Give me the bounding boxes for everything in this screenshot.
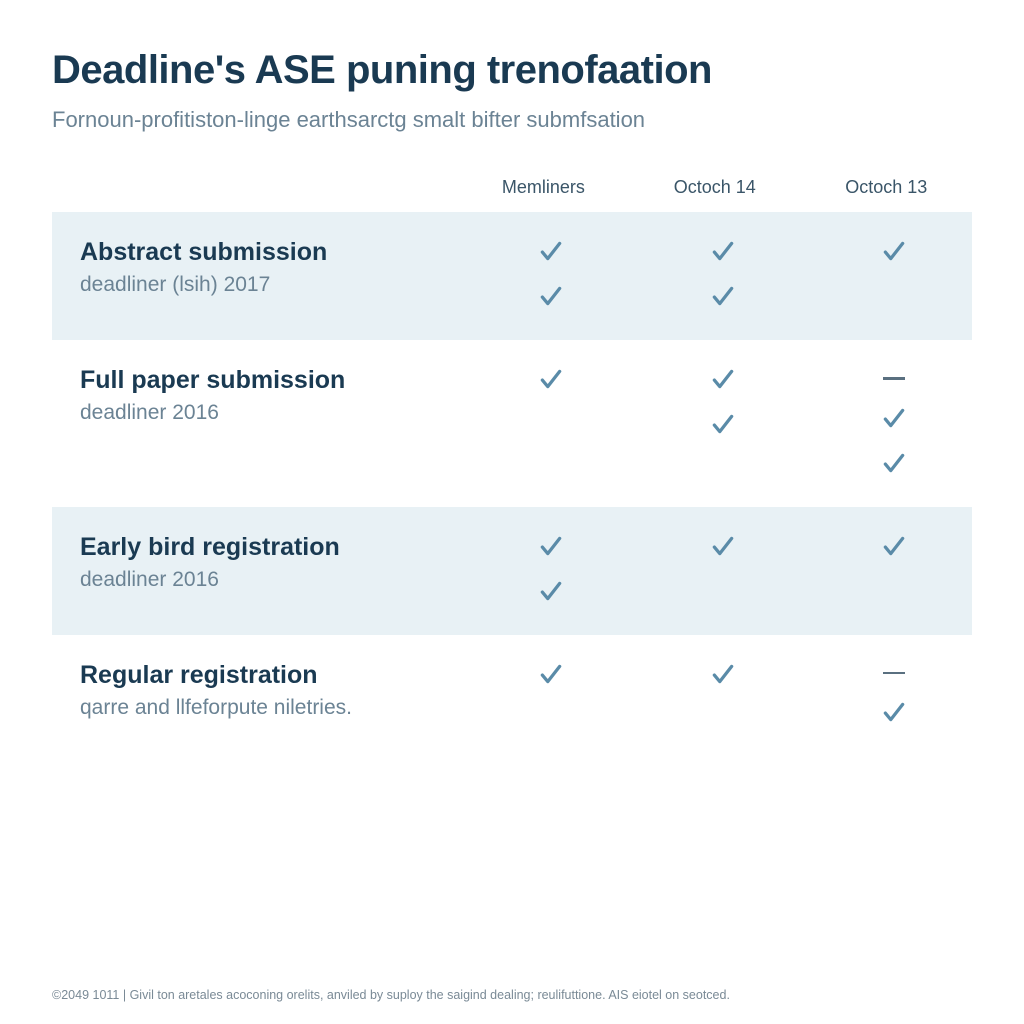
check-icon xyxy=(881,699,907,730)
table-header-row: Memliners Octoch 14 Octoch 13 xyxy=(52,169,972,212)
page-subtitle: Fornoun-profitiston-linge earthsarctg sm… xyxy=(52,107,972,133)
check-icon xyxy=(538,533,564,564)
status-cell xyxy=(629,507,800,635)
table-row: Early bird registration deadliner 2016 xyxy=(52,507,972,635)
check-icon xyxy=(881,238,907,269)
deadlines-table: Memliners Octoch 14 Octoch 13 Abstract s… xyxy=(52,169,972,756)
row-title: Full paper submission xyxy=(80,366,446,395)
check-icon xyxy=(538,283,564,314)
check-icon xyxy=(710,533,736,564)
row-title: Early bird registration xyxy=(80,533,446,562)
table-row: Full paper submission deadliner 2016 xyxy=(52,340,972,507)
status-cell xyxy=(801,635,972,757)
column-header: Octoch 13 xyxy=(801,169,972,212)
status-cell xyxy=(801,340,972,507)
row-subtitle: deadliner 2016 xyxy=(80,568,446,592)
check-icon xyxy=(710,283,736,314)
status-cell xyxy=(458,635,629,757)
row-subtitle: qarre and llfeforpute niletries. xyxy=(80,696,446,720)
column-header: Memliners xyxy=(458,169,629,212)
check-icon xyxy=(710,411,736,442)
row-subtitle: deadliner 2016 xyxy=(80,401,446,425)
status-cell xyxy=(801,507,972,635)
dash-icon xyxy=(883,377,905,380)
check-icon xyxy=(710,661,736,692)
dash-icon xyxy=(883,672,905,675)
check-icon xyxy=(881,533,907,564)
status-cell xyxy=(629,212,800,340)
footer-text: ©2049 1011 | Givil ton aretales acoconin… xyxy=(52,988,972,1002)
row-subtitle: deadliner (lsih) 2017 xyxy=(80,273,446,297)
check-icon xyxy=(881,450,907,481)
check-icon xyxy=(538,661,564,692)
check-icon xyxy=(710,238,736,269)
status-cell xyxy=(458,340,629,507)
status-cell xyxy=(801,212,972,340)
table-row: Regular registration qarre and llfeforput… xyxy=(52,635,972,757)
status-cell xyxy=(629,340,800,507)
check-icon xyxy=(881,405,907,436)
status-cell xyxy=(458,212,629,340)
status-cell xyxy=(629,635,800,757)
table-row: Abstract submission deadliner (lsih) 2017 xyxy=(52,212,972,340)
column-header: Octoch 14 xyxy=(629,169,800,212)
page-title: Deadline's ASE puning trenofaation xyxy=(52,48,972,93)
check-icon xyxy=(538,238,564,269)
row-title: Abstract submission xyxy=(80,238,446,267)
check-icon xyxy=(710,366,736,397)
check-icon xyxy=(538,366,564,397)
check-icon xyxy=(538,578,564,609)
row-title: Regular registration xyxy=(80,661,446,690)
status-cell xyxy=(458,507,629,635)
